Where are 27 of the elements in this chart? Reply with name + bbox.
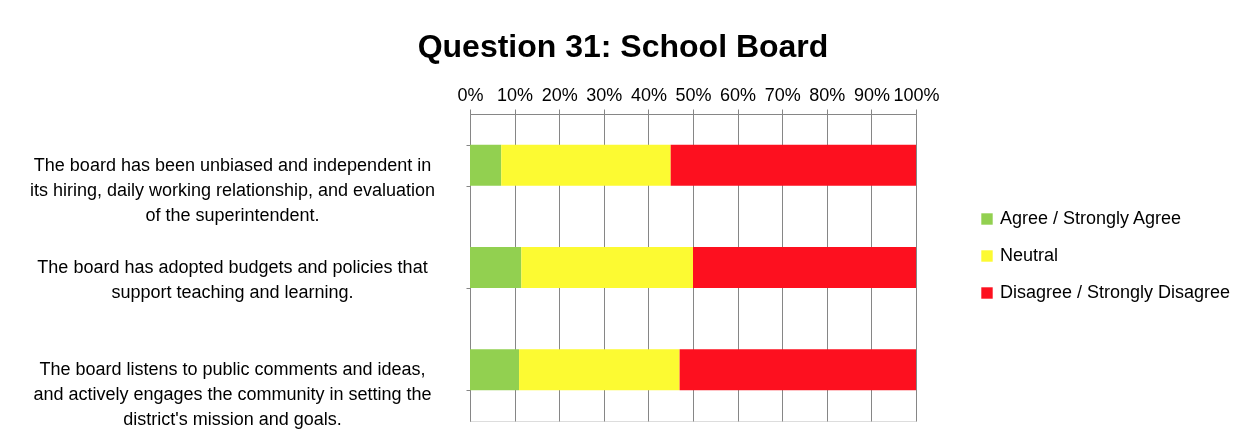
legend-label: Disagree / Strongly Disagree: [1000, 282, 1231, 302]
bar: [501, 144, 671, 186]
y-tick-label: The board has been unbiased and independent in its hiring, daily working relationship, and evaluation of the superintendent.: [29, 154, 436, 225]
bar: [693, 247, 916, 288]
bar: [470, 349, 520, 391]
x-tick-label: 10%: [497, 84, 534, 105]
x-tick-label: 40%: [630, 84, 667, 105]
x-tick-label: 0%: [457, 84, 484, 105]
x-tick-label: 60%: [720, 84, 757, 105]
x-tick-label: 30%: [586, 84, 623, 105]
x-tick-label: 90%: [853, 84, 890, 105]
bar: [679, 349, 916, 391]
x-tick-label: 100%: [893, 84, 940, 105]
x-tick-label: 70%: [764, 84, 801, 105]
x-tick-label: 50%: [675, 84, 712, 105]
bar: [470, 247, 522, 288]
bar: [521, 247, 693, 288]
x-tick-label: 80%: [809, 84, 846, 105]
x-tick-label: 20%: [541, 84, 578, 105]
legend-label: Neutral: [1000, 245, 1059, 265]
y-tick-label: The board listens to public comments and ideas, and actively engages the community in setting the district's mission and goals.: [33, 359, 432, 430]
y-tick-label: The board has adopted budgets and policies that support teaching and learning.: [37, 257, 428, 302]
bar: [670, 144, 916, 186]
chart-title: Question 31: School Board: [417, 28, 829, 64]
bar: [519, 349, 680, 391]
bar: [470, 144, 502, 186]
legend-label: Agree / Strongly Agree: [1000, 208, 1182, 228]
